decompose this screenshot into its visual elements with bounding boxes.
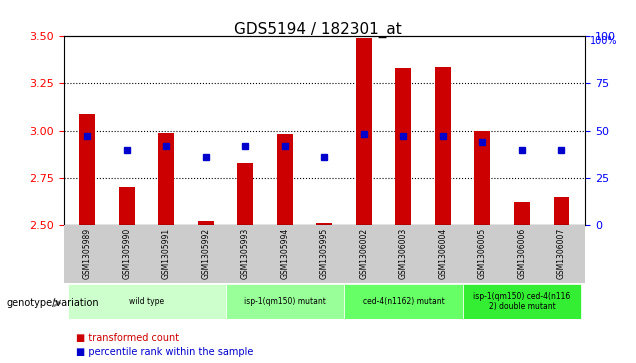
Text: GDS5194 / 182301_at: GDS5194 / 182301_at bbox=[234, 22, 402, 38]
Bar bbox=[435, 66, 451, 225]
Bar bbox=[553, 197, 569, 225]
Text: ■ transformed count: ■ transformed count bbox=[76, 333, 179, 343]
Text: GSM1306006: GSM1306006 bbox=[518, 228, 527, 279]
Bar bbox=[514, 203, 530, 225]
Text: 100%: 100% bbox=[590, 36, 618, 46]
Bar bbox=[158, 132, 174, 225]
Bar bbox=[237, 163, 253, 225]
Text: ■ percentile rank within the sample: ■ percentile rank within the sample bbox=[76, 347, 254, 357]
Text: ced-4(n1162) mutant: ced-4(n1162) mutant bbox=[363, 297, 445, 306]
Text: GSM1305992: GSM1305992 bbox=[202, 228, 211, 279]
Bar bbox=[277, 134, 293, 225]
Bar bbox=[356, 38, 372, 225]
Text: GSM1305993: GSM1305993 bbox=[241, 228, 250, 279]
Text: genotype/variation: genotype/variation bbox=[6, 298, 99, 308]
Text: GSM1305995: GSM1305995 bbox=[320, 228, 329, 279]
FancyBboxPatch shape bbox=[462, 284, 581, 319]
FancyBboxPatch shape bbox=[64, 225, 585, 283]
Text: GSM1306005: GSM1306005 bbox=[478, 228, 487, 279]
Text: GSM1306002: GSM1306002 bbox=[359, 228, 368, 279]
Text: isp-1(qm150) ced-4(n116
2) double mutant: isp-1(qm150) ced-4(n116 2) double mutant bbox=[473, 291, 570, 311]
Text: GSM1306003: GSM1306003 bbox=[399, 228, 408, 279]
Text: GSM1306004: GSM1306004 bbox=[438, 228, 447, 279]
Text: isp-1(qm150) mutant: isp-1(qm150) mutant bbox=[244, 297, 326, 306]
Bar bbox=[317, 223, 332, 225]
Bar bbox=[396, 68, 411, 225]
FancyBboxPatch shape bbox=[67, 284, 226, 319]
Text: GSM1305991: GSM1305991 bbox=[162, 228, 171, 279]
Bar bbox=[474, 131, 490, 225]
FancyBboxPatch shape bbox=[344, 284, 462, 319]
Text: GSM1305990: GSM1305990 bbox=[122, 228, 131, 279]
Bar bbox=[119, 187, 135, 225]
FancyBboxPatch shape bbox=[226, 284, 344, 319]
Text: GSM1305994: GSM1305994 bbox=[280, 228, 289, 279]
Text: GSM1305989: GSM1305989 bbox=[83, 228, 92, 279]
Text: wild type: wild type bbox=[129, 297, 164, 306]
Bar bbox=[80, 114, 95, 225]
Bar bbox=[198, 221, 214, 225]
Text: GSM1306007: GSM1306007 bbox=[557, 228, 566, 279]
